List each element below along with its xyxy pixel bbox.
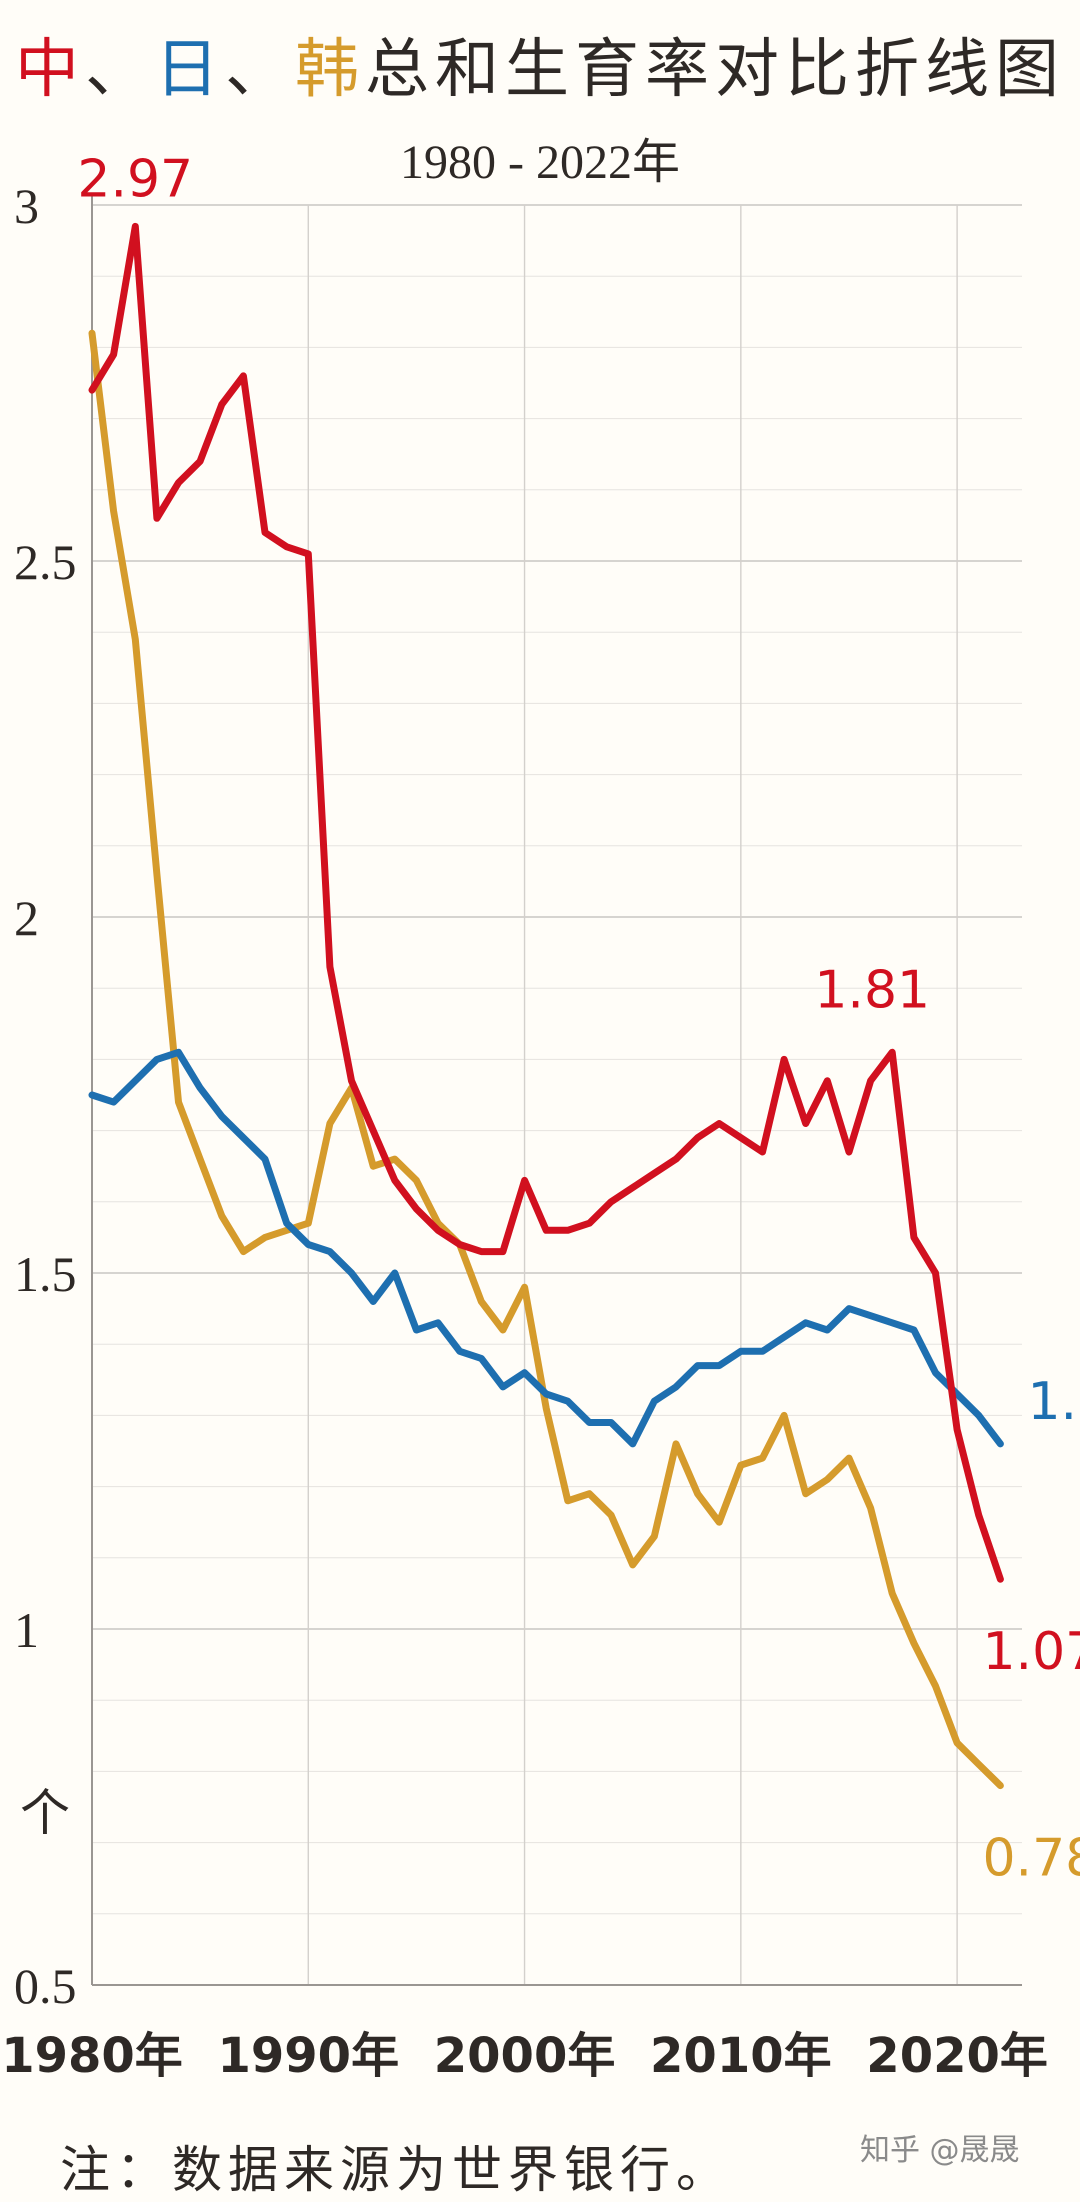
grid-lines <box>91 204 1022 1985</box>
x-tick-label: 2000年 <box>434 2028 616 2084</box>
series-line-日 <box>88 1048 1004 1448</box>
title-part: 总和生育率对比折线图 <box>365 33 1065 107</box>
data-labels: 2.97 1.81 1.26 1.07 0.78 <box>77 149 1080 1888</box>
title-part: 中 <box>15 33 85 107</box>
y-tick-label: 3 <box>14 178 39 234</box>
x-tick-label: 1980年 <box>1 2028 183 2084</box>
data-label: 1.07 <box>982 1622 1080 1682</box>
data-label: 2.97 <box>77 149 193 209</box>
y-tick-label: 2 <box>14 890 39 946</box>
watermark: 知乎 @晟晟 <box>860 2133 1020 2168</box>
y-tick-label: 1.5 <box>14 1246 77 1302</box>
y-tick-label: 2.5 <box>14 534 77 590</box>
data-label: 0.78 <box>982 1829 1080 1889</box>
series-lines <box>88 222 1004 1790</box>
chart-title: 中、日、韩总和生育率对比折线图 <box>0 18 1080 110</box>
x-tick-label: 2020年 <box>866 2028 1048 2084</box>
source-note: 注：数据来源为世界银行。 <box>60 2141 732 2199</box>
data-label: 1.26 <box>1027 1372 1080 1432</box>
chart-subtitle: 1980 - 2022年 <box>400 136 680 189</box>
series-line-中 <box>88 222 1004 1583</box>
title-part: 、 <box>225 33 295 107</box>
y-axis-unit: 个 <box>20 1784 70 1842</box>
data-label: 1.81 <box>814 960 930 1020</box>
axes <box>91 195 1022 1986</box>
title-part: 、 <box>85 33 155 107</box>
x-tick-label: 2010年 <box>650 2028 832 2084</box>
y-tick-label: 0.5 <box>14 1958 77 2014</box>
title-part: 韩 <box>295 33 365 107</box>
y-tick-label: 1 <box>14 1602 39 1658</box>
title-part: 日 <box>155 33 225 107</box>
y-axis-ticks: 3 2.5 2 1.5 1 0.5 <box>14 178 77 2014</box>
x-tick-label: 1990年 <box>217 2028 399 2084</box>
x-axis-ticks: 1980年 1990年 2000年 2010年 2020年 <box>1 2028 1048 2084</box>
series-line-韩 <box>88 329 1004 1790</box>
